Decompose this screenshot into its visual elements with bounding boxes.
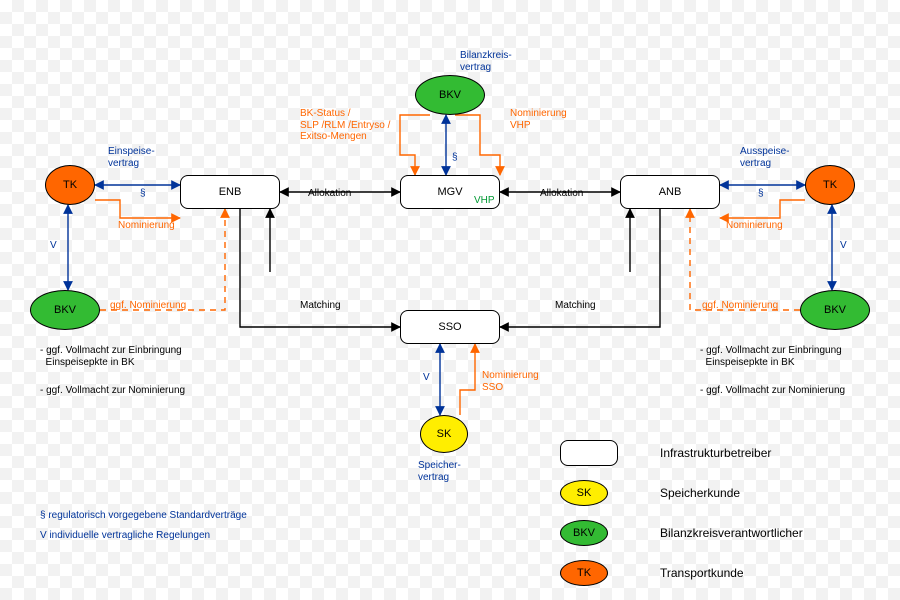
mgv-sublabel: VHP: [474, 195, 495, 207]
lbl-voll-right-2: - ggf. Vollmacht zur Nominierung: [700, 385, 845, 397]
legend-swatch-0: [560, 440, 618, 466]
lbl-v-sso: V: [423, 372, 430, 384]
lbl-v-right: V: [840, 240, 847, 252]
lbl-para-top: §: [452, 152, 458, 164]
lbl-voll-left-1: - ggf. Vollmacht zur Einbringung Einspei…: [40, 345, 182, 368]
lbl-para-left: §: [140, 188, 146, 200]
lbl-ggfnom-left: ggf. Nominierung: [110, 300, 186, 312]
node-bkv_left: BKV: [30, 290, 100, 330]
lbl-allok-right: Allokation: [540, 188, 583, 200]
node-sk: SK: [420, 415, 468, 453]
node-tk_right: TK: [805, 165, 855, 205]
lbl-einspeise: Einspeise- vertrag: [108, 146, 155, 169]
legend-swatch-2: BKV: [560, 520, 608, 546]
legend-text-3: Transportkunde: [660, 567, 744, 581]
lbl-foot1: § regulatorisch vorgegebene Standardvert…: [40, 510, 247, 522]
legend-swatch-3: TK: [560, 560, 608, 586]
legend-swatch-1: SK: [560, 480, 608, 506]
node-bkv_right: BKV: [800, 290, 870, 330]
node-tk_left: TK: [45, 165, 95, 205]
node-enb: ENB: [180, 175, 280, 209]
lbl-voll-right-1: - ggf. Vollmacht zur Einbringung Einspei…: [700, 345, 842, 368]
lbl-foot2: V individuelle vertragliche Regelungen: [40, 530, 210, 542]
lbl-match-left: Matching: [300, 300, 341, 312]
lbl-nom-right: Nominierung: [726, 220, 783, 232]
legend-text-1: Speicherkunde: [660, 487, 740, 501]
lbl-bilanzkreis: Bilanzkreis- vertrag: [460, 50, 512, 73]
legend-text-0: Infrastrukturbetreiber: [660, 447, 771, 461]
lbl-para-right: §: [758, 188, 764, 200]
node-anb: ANB: [620, 175, 720, 209]
lbl-speicher: Speicher- vertrag: [418, 460, 461, 483]
node-bkv_top: BKV: [415, 75, 485, 115]
lbl-ggfnom-right: ggf. Nominierung: [702, 300, 778, 312]
legend-text-2: Bilanzkreisverantwortlicher: [660, 527, 803, 541]
node-sso: SSO: [400, 310, 500, 344]
lbl-match-right: Matching: [555, 300, 596, 312]
lbl-allok-left: Allokation: [308, 188, 351, 200]
lbl-nom-vhp: Nominierung VHP: [510, 108, 567, 131]
lbl-bkstatus: BK-Status / SLP /RLM /Entryso / Exitso-M…: [300, 108, 390, 143]
lbl-voll-left-2: - ggf. Vollmacht zur Nominierung: [40, 385, 185, 397]
lbl-v-left: V: [50, 240, 57, 252]
lbl-nom-sso: Nominierung SSO: [482, 370, 539, 393]
lbl-ausspeise: Ausspeise- vertrag: [740, 146, 789, 169]
lbl-nom-left: Nominierung: [118, 220, 175, 232]
